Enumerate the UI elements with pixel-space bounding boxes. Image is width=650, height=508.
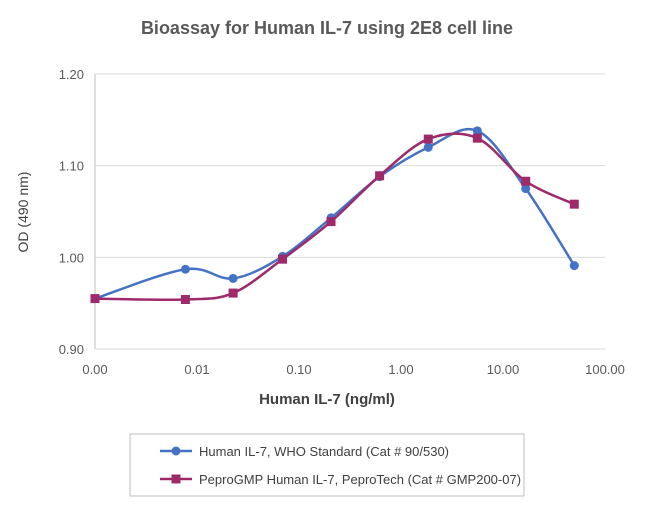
data-point [228, 273, 238, 283]
series-2 [90, 132, 579, 304]
data-point [278, 254, 288, 264]
grid [95, 73, 605, 350]
legend-label: Human IL-7, WHO Standard (Cat # 90/530) [199, 444, 449, 459]
data-point [521, 176, 531, 186]
x-axis-title: Human IL-7 (ng/ml) [259, 391, 395, 408]
x-tick-label: 0.01 [184, 362, 209, 377]
x-tick-label: 1.00 [388, 362, 413, 377]
data-point [326, 217, 336, 227]
data-point [423, 134, 433, 144]
x-tick-label: 0.00 [82, 362, 107, 377]
chart-title: Bioassay for Human IL-7 using 2E8 cell l… [141, 18, 513, 38]
data-point [375, 171, 385, 181]
data-point [228, 288, 238, 298]
y-tick-label: 1.10 [59, 159, 84, 174]
series-line [94, 132, 575, 302]
y-tick-label: 1.20 [59, 67, 84, 82]
series [90, 126, 579, 304]
data-point [569, 261, 579, 271]
legend-item: PeproGMP Human IL-7, PeproTech (Cat # GM… [160, 472, 521, 487]
data-point [521, 184, 531, 194]
x-tick-label: 10.00 [487, 362, 520, 377]
legend-label: PeproGMP Human IL-7, PeproTech (Cat # GM… [199, 472, 521, 487]
data-point [472, 126, 482, 136]
data-point [180, 264, 190, 274]
data-point [180, 295, 190, 304]
data-point [569, 199, 579, 209]
legend-marker [171, 474, 181, 484]
y-axis-title: OD (490 nm) [15, 172, 31, 253]
legend: Human IL-7, WHO Standard (Cat # 90/530) P… [129, 433, 525, 497]
data-point [90, 294, 100, 304]
x-tick-label: 100.00 [585, 362, 625, 377]
series-1 [90, 126, 579, 304]
series-line [94, 128, 576, 300]
legend-item: Human IL-7, WHO Standard (Cat # 90/530) [160, 444, 449, 459]
x-tick-label: 0.10 [286, 362, 311, 377]
y-tick-label: 0.90 [59, 342, 84, 357]
y-tick-label: 1.00 [59, 250, 84, 265]
data-point [423, 142, 433, 152]
data-point [472, 133, 482, 143]
legend-marker [171, 446, 181, 456]
axes: 0.90 1.00 1.10 1.20 0.00 0.01 0.10 1.00 10.00 100… [59, 67, 625, 377]
legend-box [129, 433, 525, 497]
